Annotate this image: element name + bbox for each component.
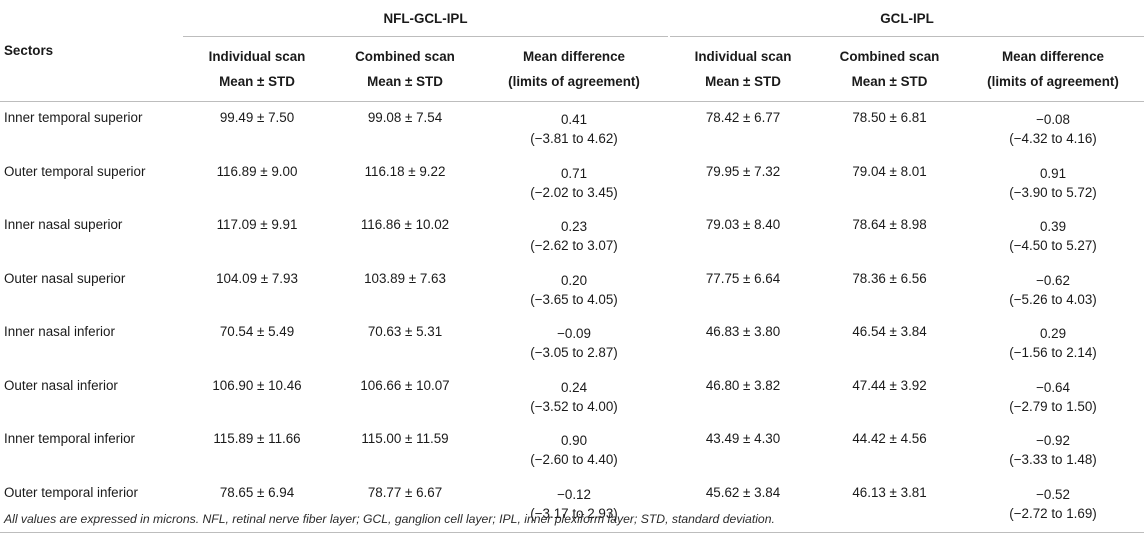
difference-cell: 0.90 (−2.60 to 4.40) bbox=[530, 433, 618, 467]
column-header: Individual scan Mean ± STD bbox=[669, 36, 818, 102]
value-cell: 79.03 ± 8.40 bbox=[705, 217, 781, 232]
value-cell: 78.36 ± 6.56 bbox=[852, 270, 927, 286]
column-header: Individual scan Mean ± STD bbox=[183, 36, 331, 102]
sectors-header: Sectors bbox=[0, 0, 183, 102]
table-row: Inner temporal inferior 115.89 ± 11.66 1… bbox=[0, 425, 1144, 479]
difference-cell: 0.91 (−3.90 to 5.72) bbox=[1009, 165, 1097, 200]
table-row: Outer nasal superior 104.09 ± 7.93 103.8… bbox=[0, 265, 1144, 319]
value-cell: 78.42 ± 6.77 bbox=[705, 110, 781, 125]
value-cell: 46.83 ± 3.80 bbox=[705, 324, 781, 339]
difference-cell: −0.62 (−5.26 to 4.03) bbox=[1009, 272, 1097, 307]
value-cell: 77.75 ± 6.64 bbox=[705, 270, 781, 286]
value-cell: 116.18 ± 9.22 bbox=[364, 163, 446, 179]
value-cell: 46.13 ± 3.81 bbox=[817, 478, 963, 533]
value-cell: 117.09 ± 9.91 bbox=[216, 217, 298, 232]
difference-cell: −0.09 (−3.05 to 2.87) bbox=[530, 326, 618, 360]
value-cell: 104.09 ± 7.93 bbox=[216, 270, 298, 286]
sector-cell: Outer temporal superior bbox=[4, 163, 146, 179]
column-header: Combined scan Mean ± STD bbox=[817, 36, 963, 102]
value-cell: 115.00 ± 11.59 bbox=[361, 431, 449, 446]
value-cell: 47.44 ± 3.92 bbox=[852, 377, 927, 393]
table-body: Inner temporal superior 99.49 ± 7.50 99.… bbox=[0, 102, 1144, 533]
column-header: Combined scan Mean ± STD bbox=[331, 36, 479, 102]
sector-cell: Inner nasal inferior bbox=[4, 324, 115, 339]
sector-cell: Inner temporal inferior bbox=[4, 431, 135, 446]
difference-cell: 0.29 (−1.56 to 2.14) bbox=[1009, 326, 1097, 360]
value-cell: 70.63 ± 5.31 bbox=[367, 324, 443, 339]
sector-cell: Outer temporal inferior bbox=[0, 478, 183, 533]
sector-cell: Inner temporal superior bbox=[4, 110, 143, 125]
table-row: Inner temporal superior 99.49 ± 7.50 99.… bbox=[0, 102, 1144, 158]
value-cell: 78.65 ± 6.94 bbox=[183, 478, 331, 533]
value-cell: 116.86 ± 10.02 bbox=[360, 217, 450, 232]
value-cell: 79.95 ± 7.32 bbox=[705, 163, 781, 179]
difference-cell: 0.24 (−3.52 to 4.00) bbox=[530, 379, 618, 414]
value-cell: 99.49 ± 7.50 bbox=[219, 110, 295, 125]
value-cell: 106.90 ± 10.46 bbox=[212, 377, 302, 393]
column-header: Mean difference (limits of agreement) bbox=[479, 36, 670, 102]
group-header-nfl-gcl-ipl: NFL-GCL-IPL bbox=[183, 0, 670, 37]
value-cell: 78.77 ± 6.67 bbox=[331, 478, 479, 533]
sector-cell: Outer nasal inferior bbox=[4, 377, 118, 393]
table-row: Inner nasal superior 117.09 ± 9.91 116.8… bbox=[0, 211, 1144, 265]
value-cell: 46.80 ± 3.82 bbox=[705, 377, 781, 393]
group-header-row: Sectors NFL-GCL-IPL GCL-IPL bbox=[0, 0, 1144, 102]
table-footnote: All values are expressed in microns. NFL… bbox=[4, 512, 775, 526]
value-cell: 46.54 ± 3.84 bbox=[852, 324, 927, 339]
difference-cell: −0.92 (−3.33 to 1.48) bbox=[1009, 433, 1097, 467]
difference-cell: 0.71 (−2.02 to 3.45) bbox=[530, 165, 618, 200]
value-cell: 115.89 ± 11.66 bbox=[213, 431, 301, 446]
difference-cell: −0.12 (−3.17 to 2.93) bbox=[479, 478, 670, 533]
column-header: Mean difference (limits of agreement) bbox=[962, 36, 1144, 102]
value-cell: 78.50 ± 6.81 bbox=[852, 110, 927, 125]
sector-cell: Inner nasal superior bbox=[4, 217, 123, 232]
difference-cell: 0.39 (−4.50 to 5.27) bbox=[1009, 219, 1097, 253]
group-header-gcl-ipl: GCL-IPL bbox=[668, 0, 1144, 37]
value-cell: 45.62 ± 3.84 bbox=[669, 478, 818, 533]
value-cell: 44.42 ± 4.56 bbox=[852, 431, 927, 446]
table-row: Inner nasal inferior 70.54 ± 5.49 70.63 … bbox=[0, 318, 1144, 372]
table-header: Sectors NFL-GCL-IPL GCL-IPL Individual s… bbox=[0, 0, 1144, 102]
difference-cell: −0.08 (−4.32 to 4.16) bbox=[1009, 112, 1097, 146]
difference-cell: 0.41 (−3.81 to 4.62) bbox=[530, 112, 618, 146]
value-cell: 116.89 ± 9.00 bbox=[216, 163, 298, 179]
value-cell: 43.49 ± 4.30 bbox=[705, 431, 781, 446]
difference-cell: −0.52 (−2.72 to 1.69) bbox=[962, 478, 1144, 533]
difference-cell: 0.20 (−3.65 to 4.05) bbox=[530, 272, 618, 307]
table-row: Outer temporal superior 116.89 ± 9.00 11… bbox=[0, 158, 1144, 212]
value-cell: 70.54 ± 5.49 bbox=[219, 324, 295, 339]
table-row: Outer temporal inferior 78.65 ± 6.94 78.… bbox=[0, 478, 1144, 533]
difference-cell: 0.23 (−2.62 to 3.07) bbox=[530, 219, 618, 253]
sector-cell: Outer nasal superior bbox=[4, 270, 126, 286]
difference-cell: −0.64 (−2.79 to 1.50) bbox=[1009, 379, 1097, 414]
value-cell: 78.64 ± 8.98 bbox=[852, 217, 927, 232]
value-cell: 103.89 ± 7.63 bbox=[364, 270, 446, 286]
value-cell: 79.04 ± 8.01 bbox=[852, 163, 927, 179]
value-cell: 99.08 ± 7.54 bbox=[367, 110, 443, 125]
value-cell: 106.66 ± 10.07 bbox=[360, 377, 450, 393]
table-row: Outer nasal inferior 106.90 ± 10.46 106.… bbox=[0, 372, 1144, 426]
column-header-row: Individual scan Mean ± STD Combined scan M… bbox=[0, 36, 1144, 102]
